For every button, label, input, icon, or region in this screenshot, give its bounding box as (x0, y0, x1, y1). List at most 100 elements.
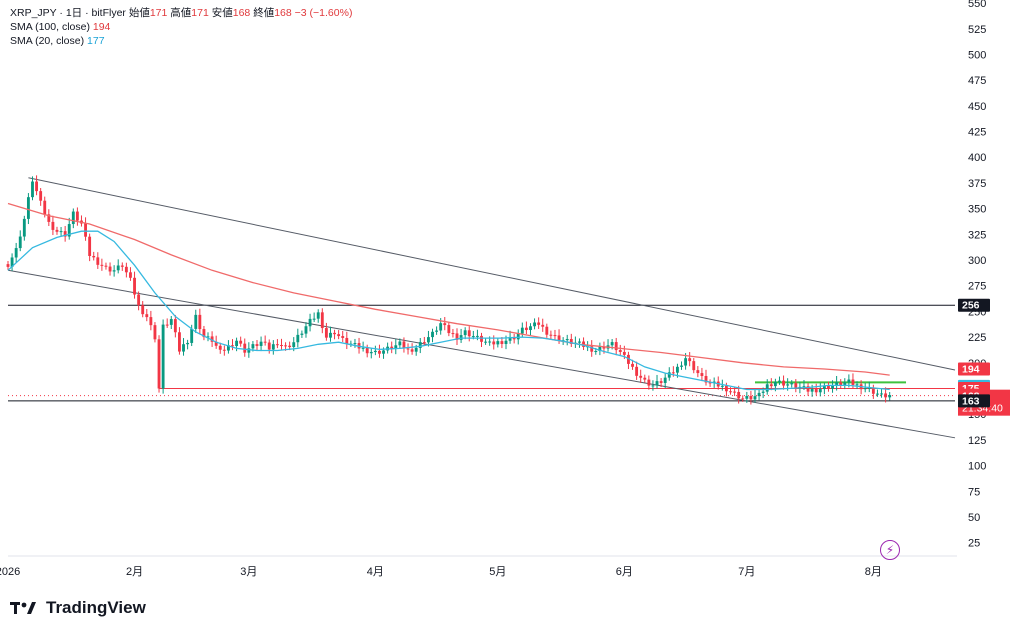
candle-body (565, 338, 569, 341)
candle-body (598, 346, 602, 352)
candle-body (712, 381, 716, 383)
candle-body (124, 266, 128, 273)
candle-body (296, 334, 300, 343)
candle-body (210, 336, 214, 342)
candle-body (165, 324, 169, 326)
candle-body (271, 344, 275, 350)
candle-body (549, 334, 553, 336)
candle-body (308, 318, 312, 327)
price-label-text: 163 (962, 395, 980, 407)
candle-body (847, 379, 851, 383)
candle-body (655, 381, 659, 386)
candle-body (635, 366, 639, 376)
sma20-label: SMA (20, close) (10, 35, 85, 47)
y-tick-label: 325 (968, 229, 986, 241)
candle-body (304, 326, 308, 334)
candle-body (745, 396, 749, 399)
candle-body (92, 255, 96, 258)
candle-body (475, 335, 479, 337)
candle-body (173, 319, 177, 333)
x-tick-label: 3月 (240, 566, 257, 578)
candle-body (214, 341, 218, 346)
candle-body (794, 383, 798, 389)
candle-body (790, 383, 794, 385)
candle-body (316, 312, 320, 319)
sma100-value: 194 (92, 21, 111, 33)
moving-averages (7, 202, 890, 391)
candle-body (153, 325, 157, 340)
candle-body (639, 375, 643, 378)
candle-body (324, 328, 328, 338)
candle-body (455, 333, 459, 340)
candle-body (18, 236, 22, 249)
candle-body (402, 341, 406, 349)
candle-body (275, 344, 279, 346)
sma20-line (7, 230, 890, 391)
candle-body (333, 332, 336, 335)
candle-body (182, 344, 185, 352)
candle-body (622, 351, 626, 355)
candle-body (443, 323, 447, 326)
candle-body (610, 342, 614, 346)
price-label-text: 194 (962, 363, 980, 375)
candle-body (569, 338, 573, 344)
bolt-icon[interactable]: ⚡ (880, 540, 900, 560)
sma100-row[interactable]: SMA (100, close) 194 (10, 20, 352, 34)
tradingview-logo[interactable]: TradingView (10, 598, 146, 618)
candle-body (806, 386, 810, 392)
candle-body (704, 375, 708, 383)
low-label: 安値 (211, 7, 233, 19)
candle-body (757, 392, 761, 397)
y-tick-label: 525 (968, 24, 986, 36)
candle-body (378, 350, 381, 354)
candle-body (871, 387, 875, 394)
candle-body (369, 352, 373, 354)
price-label-bg (958, 298, 990, 312)
candle-body (239, 340, 243, 344)
candle-body (733, 391, 737, 393)
time-axis[interactable]: 2026 2月 3月 4月 5月 6月 7月 8月 (0, 566, 882, 578)
candle-body (398, 341, 402, 346)
symbol-title[interactable]: XRP_JPY · 1日 · bitFlyer (10, 7, 126, 19)
x-tick-label: 5月 (489, 566, 506, 578)
sma20-row[interactable]: SMA (20, close) 177 (10, 34, 352, 48)
candle-body (88, 236, 92, 256)
open-value: 171 (149, 7, 168, 19)
candle-body (851, 379, 855, 385)
candle-body (59, 231, 63, 233)
candle-body (26, 197, 30, 219)
candle-body (500, 341, 504, 344)
candle-body (480, 335, 483, 342)
price-axis[interactable]: 2550751001251501752002252502753003253503… (968, 0, 986, 550)
candle-body (390, 346, 394, 350)
candle-body (488, 341, 492, 343)
candle-body (520, 327, 524, 334)
candle-body (431, 331, 434, 338)
candle-body (818, 389, 822, 393)
high-label: 高値 (170, 7, 192, 19)
trend-line (7, 269, 956, 439)
candle-body (337, 334, 341, 337)
candle-body (120, 265, 124, 267)
candle-body (14, 248, 18, 258)
candle-body (700, 373, 704, 376)
candle-body (676, 366, 679, 373)
tv-logo-icon (10, 601, 40, 615)
y-tick-label: 100 (968, 461, 986, 473)
candle-body (63, 231, 67, 237)
candle-body (810, 388, 814, 392)
candle-body (439, 323, 443, 331)
candle-body (422, 342, 426, 344)
brand-name: TradingView (46, 598, 146, 617)
candle-body (116, 265, 120, 271)
candle-body (31, 181, 34, 198)
y-tick-label: 25 (968, 538, 980, 550)
candle-body (235, 340, 239, 347)
candle-body (684, 358, 688, 366)
candle-body (341, 336, 345, 338)
candle-body (696, 370, 700, 374)
y-tick-label: 350 (968, 204, 986, 216)
candle-body (822, 385, 826, 390)
candle-body (382, 350, 385, 354)
